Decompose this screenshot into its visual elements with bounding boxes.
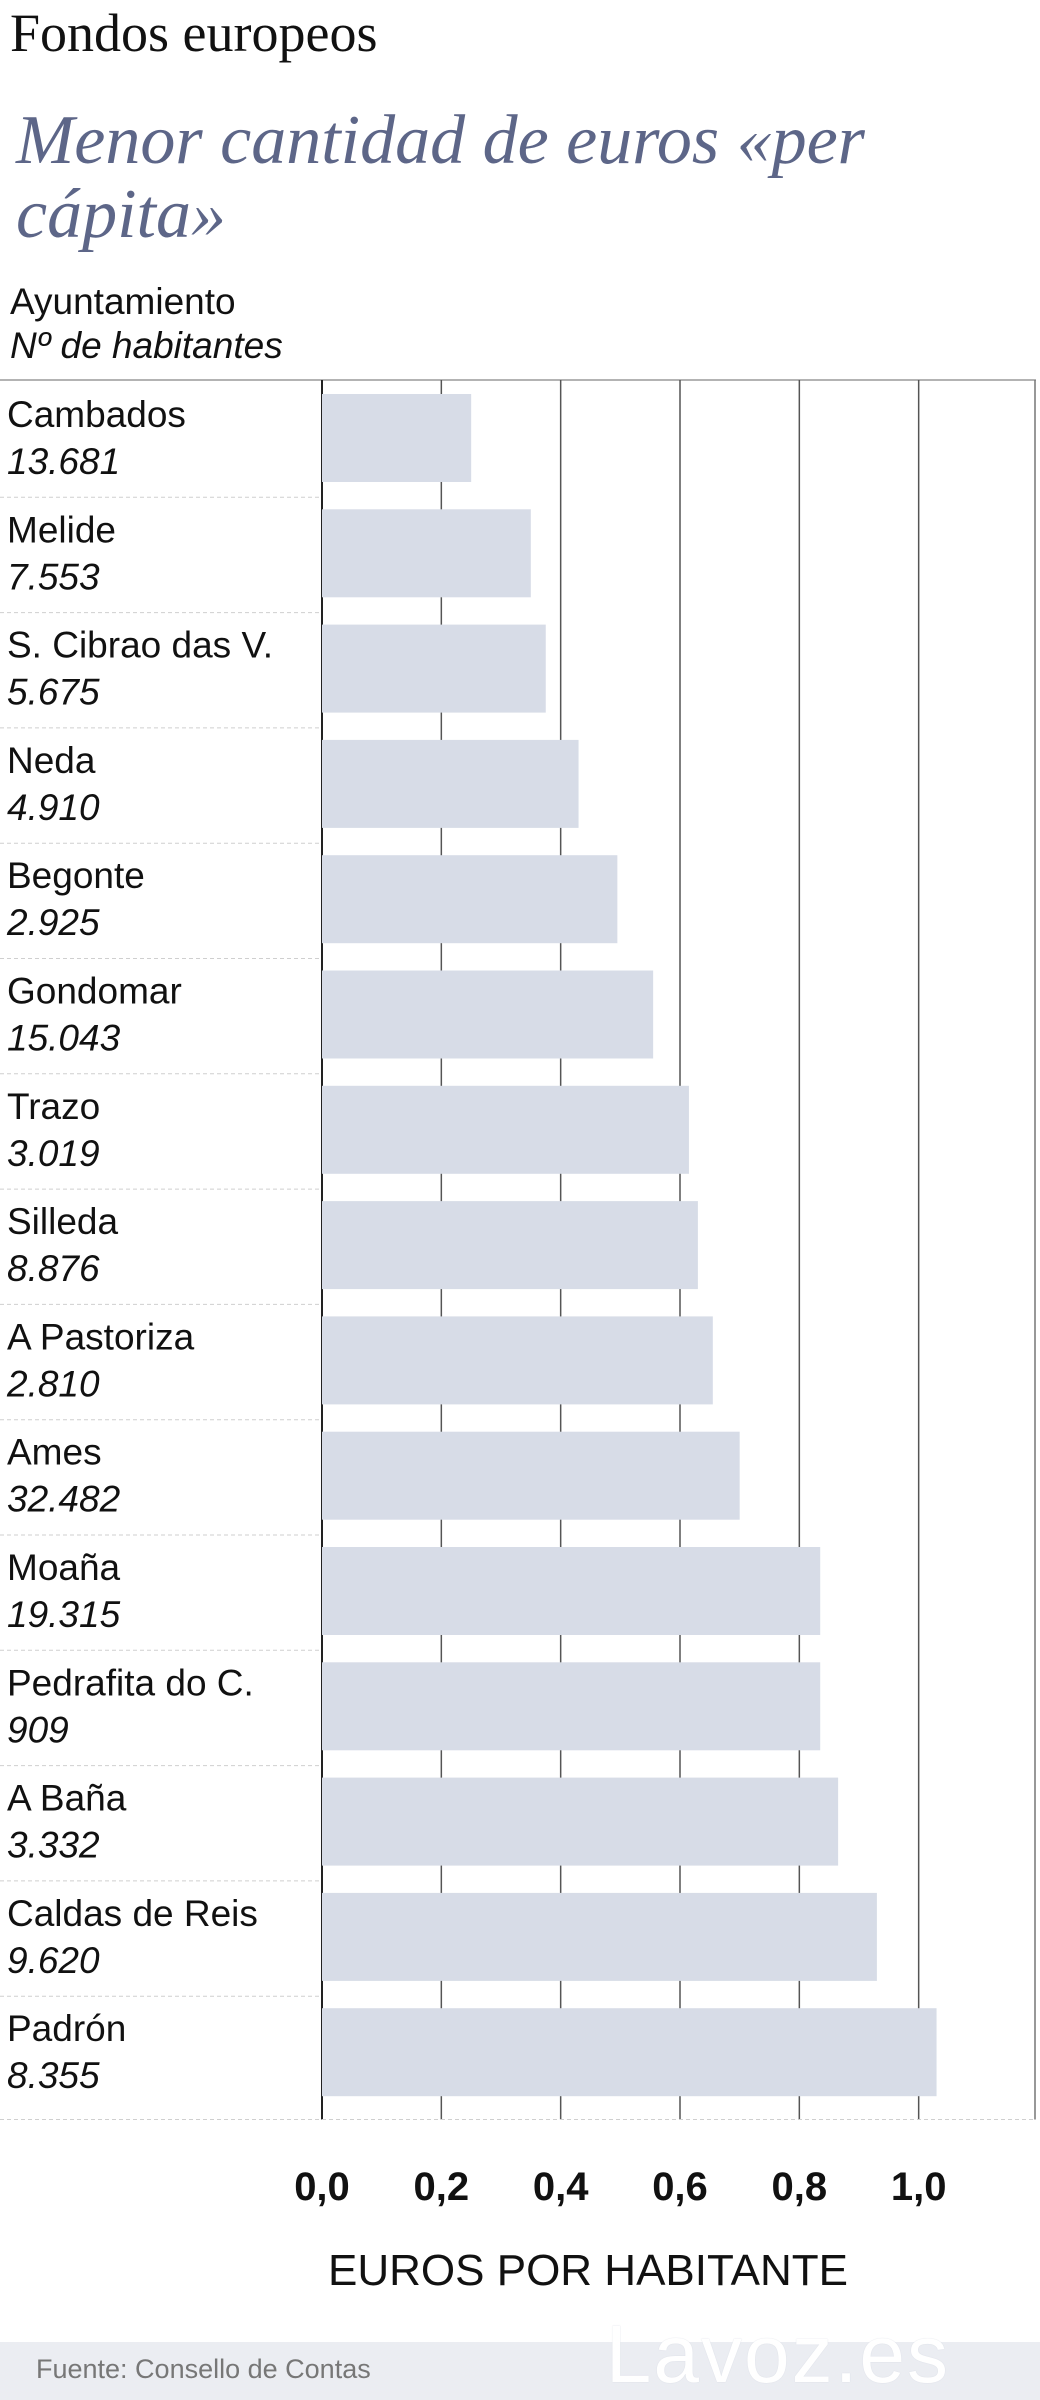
category-sublabel: 13.681 xyxy=(7,441,120,482)
x-tick-label: 1,0 xyxy=(891,2165,947,2209)
bar-chart: Cambados 13.681 Melide 7.553 S. Cibrao das V… xyxy=(0,379,1036,2295)
bar-12 xyxy=(322,1662,821,1751)
x-tick-label: 0,4 xyxy=(533,2165,589,2209)
x-tick-label: 0,8 xyxy=(772,2165,828,2209)
category-label: Cambados xyxy=(7,394,186,435)
category-label: S. Cibrao das V. xyxy=(7,625,273,666)
category-sublabel: 32.482 xyxy=(7,1479,121,1520)
category-label: Neda xyxy=(7,740,96,781)
bar-1 xyxy=(322,394,472,482)
chart-kicker: Fondos europeos xyxy=(10,3,378,63)
category-sublabel: 8.355 xyxy=(7,2055,100,2096)
bar-3 xyxy=(322,624,546,713)
category-label: Silleda xyxy=(7,1201,118,1242)
bar-13 xyxy=(322,1777,839,1866)
category-sublabel: 909 xyxy=(7,1709,69,1750)
category-labels: Cambados 13.681 Melide 7.553 S. Cibrao das V… xyxy=(6,394,273,2096)
bar-7 xyxy=(322,1085,689,1174)
bar-15 xyxy=(322,2008,937,2097)
footer: Fuente: Consello de Contas Lavoz.es xyxy=(0,2314,1040,2400)
category-sublabel: 15.043 xyxy=(7,1018,121,1059)
category-sublabel: 4.910 xyxy=(7,787,100,828)
category-sublabel: 2.925 xyxy=(6,902,100,943)
bar-14 xyxy=(322,1892,877,1981)
category-label: Caldas de Reis xyxy=(7,1893,258,1934)
category-label: Padrón xyxy=(7,2008,126,2049)
category-sublabel: 7.553 xyxy=(7,556,100,597)
x-tick-label: 0,6 xyxy=(652,2165,708,2209)
source-note: Fuente: Consello de Contas xyxy=(36,2354,371,2384)
bar-11 xyxy=(322,1547,821,1635)
category-sublabel: 5.675 xyxy=(7,672,100,713)
category-label: Moaña xyxy=(7,1547,121,1588)
category-label: A Pastoriza xyxy=(7,1316,195,1357)
category-sublabel: 3.019 xyxy=(7,1133,100,1174)
x-axis: 0,0 0,2 0,4 0,6 0,8 1,0 EUROS POR HABITANTE xyxy=(294,2165,946,2295)
bar-4 xyxy=(322,739,579,828)
bar-2 xyxy=(322,509,531,598)
category-label: Melide xyxy=(7,509,116,550)
column-sublabel: Nº de habitantes xyxy=(10,325,283,366)
category-sublabel: 3.332 xyxy=(7,1825,100,1866)
category-sublabel: 9.620 xyxy=(7,1940,100,1981)
column-header: Ayuntamiento Nº de habitantes xyxy=(10,280,283,368)
bars xyxy=(322,394,937,2097)
category-sublabel: 19.315 xyxy=(7,1594,121,1635)
bar-5 xyxy=(322,855,618,944)
bar-10 xyxy=(322,1431,740,1520)
bar-6 xyxy=(322,970,654,1059)
column-label: Ayuntamiento xyxy=(10,281,236,322)
category-label: Ames xyxy=(7,1432,102,1473)
category-label: Begonte xyxy=(7,855,145,896)
category-label: Trazo xyxy=(7,1086,100,1127)
category-label: A Baña xyxy=(7,1778,127,1819)
brand-logo: Lavoz.es xyxy=(605,2309,950,2400)
bar-9 xyxy=(322,1316,713,1405)
x-tick-label: 0,2 xyxy=(414,2165,470,2209)
category-sublabel: 2.810 xyxy=(6,1363,100,1404)
category-label: Pedrafita do C. xyxy=(7,1662,254,1703)
x-tick-label: 0,0 xyxy=(294,2165,350,2209)
bar-8 xyxy=(322,1201,698,1290)
category-label: Gondomar xyxy=(7,971,182,1012)
x-axis-label: EUROS POR HABITANTE xyxy=(328,2246,848,2295)
category-sublabel: 8.876 xyxy=(7,1248,100,1289)
chart-title: Menor cantidad de euros «per cápita» xyxy=(16,102,865,253)
